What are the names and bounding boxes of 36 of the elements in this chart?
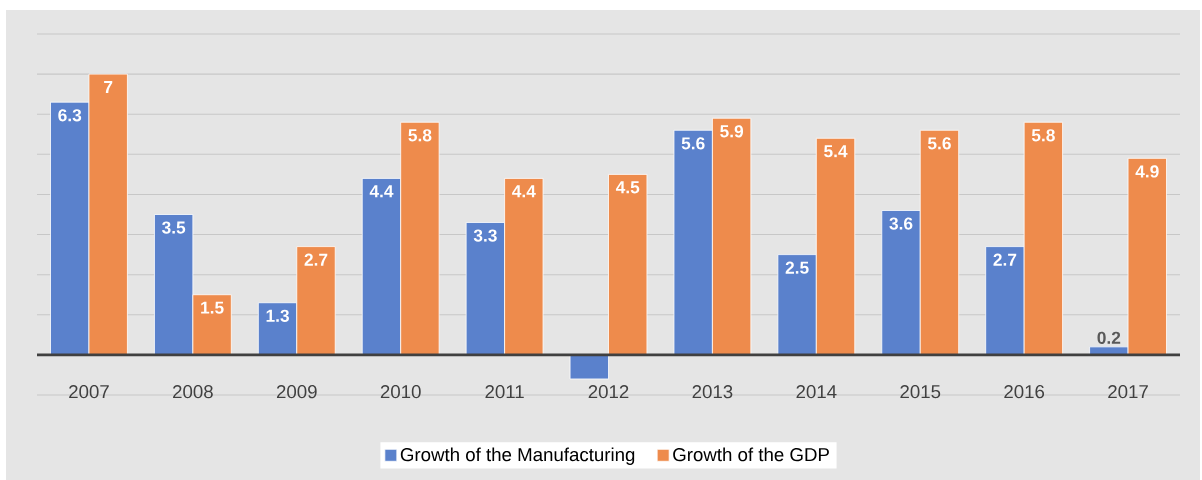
x-tick-label: 2009 <box>276 385 317 399</box>
x-tick-label: 2013 <box>692 385 733 399</box>
legend-label: Growth of the GDP <box>673 447 829 462</box>
x-tick-label: 2011 <box>485 385 524 399</box>
data-label: 1.3 <box>266 309 289 322</box>
data-label: 2.5 <box>785 261 809 274</box>
x-tick-label: 2017 <box>1108 385 1148 399</box>
data-label: 1.5 <box>201 301 224 314</box>
data-label: 5.8 <box>1031 129 1055 142</box>
data-label: 5.8 <box>408 129 432 142</box>
x-tick-label: 2007 <box>69 385 109 399</box>
x-tick-label: 2010 <box>380 385 421 399</box>
data-label: 5.4 <box>824 145 848 158</box>
data-label: 3.6 <box>889 217 913 230</box>
data-label: 2.7 <box>993 253 1017 266</box>
data-label: 3.5 <box>162 221 186 234</box>
legend-label: Growth of the Manufacturing <box>400 447 635 465</box>
bar <box>608 173 648 356</box>
data-label: 7 <box>104 81 113 93</box>
x-tick-label: 2008 <box>173 385 213 399</box>
data-label: 4.5 <box>615 181 640 194</box>
bar <box>569 354 609 380</box>
x-tick-label: 2012 <box>588 385 629 399</box>
x-tick-label: 2016 <box>1004 385 1045 399</box>
data-label: 5.9 <box>720 125 744 138</box>
data-label: 5.6 <box>681 137 705 150</box>
data-label: 4.4 <box>369 185 394 198</box>
data-label: 3.3 <box>473 229 497 242</box>
data-label: 4.4 <box>512 185 536 198</box>
x-tick-label: 2014 <box>796 385 837 399</box>
data-label: 6.3 <box>58 109 82 122</box>
x-tick-label: 2015 <box>900 385 941 399</box>
data-label: 4.9 <box>1135 165 1159 178</box>
data-label: 5.6 <box>927 137 951 150</box>
data-label: 0.2 <box>1097 331 1121 344</box>
data-label: 2.7 <box>304 253 328 266</box>
